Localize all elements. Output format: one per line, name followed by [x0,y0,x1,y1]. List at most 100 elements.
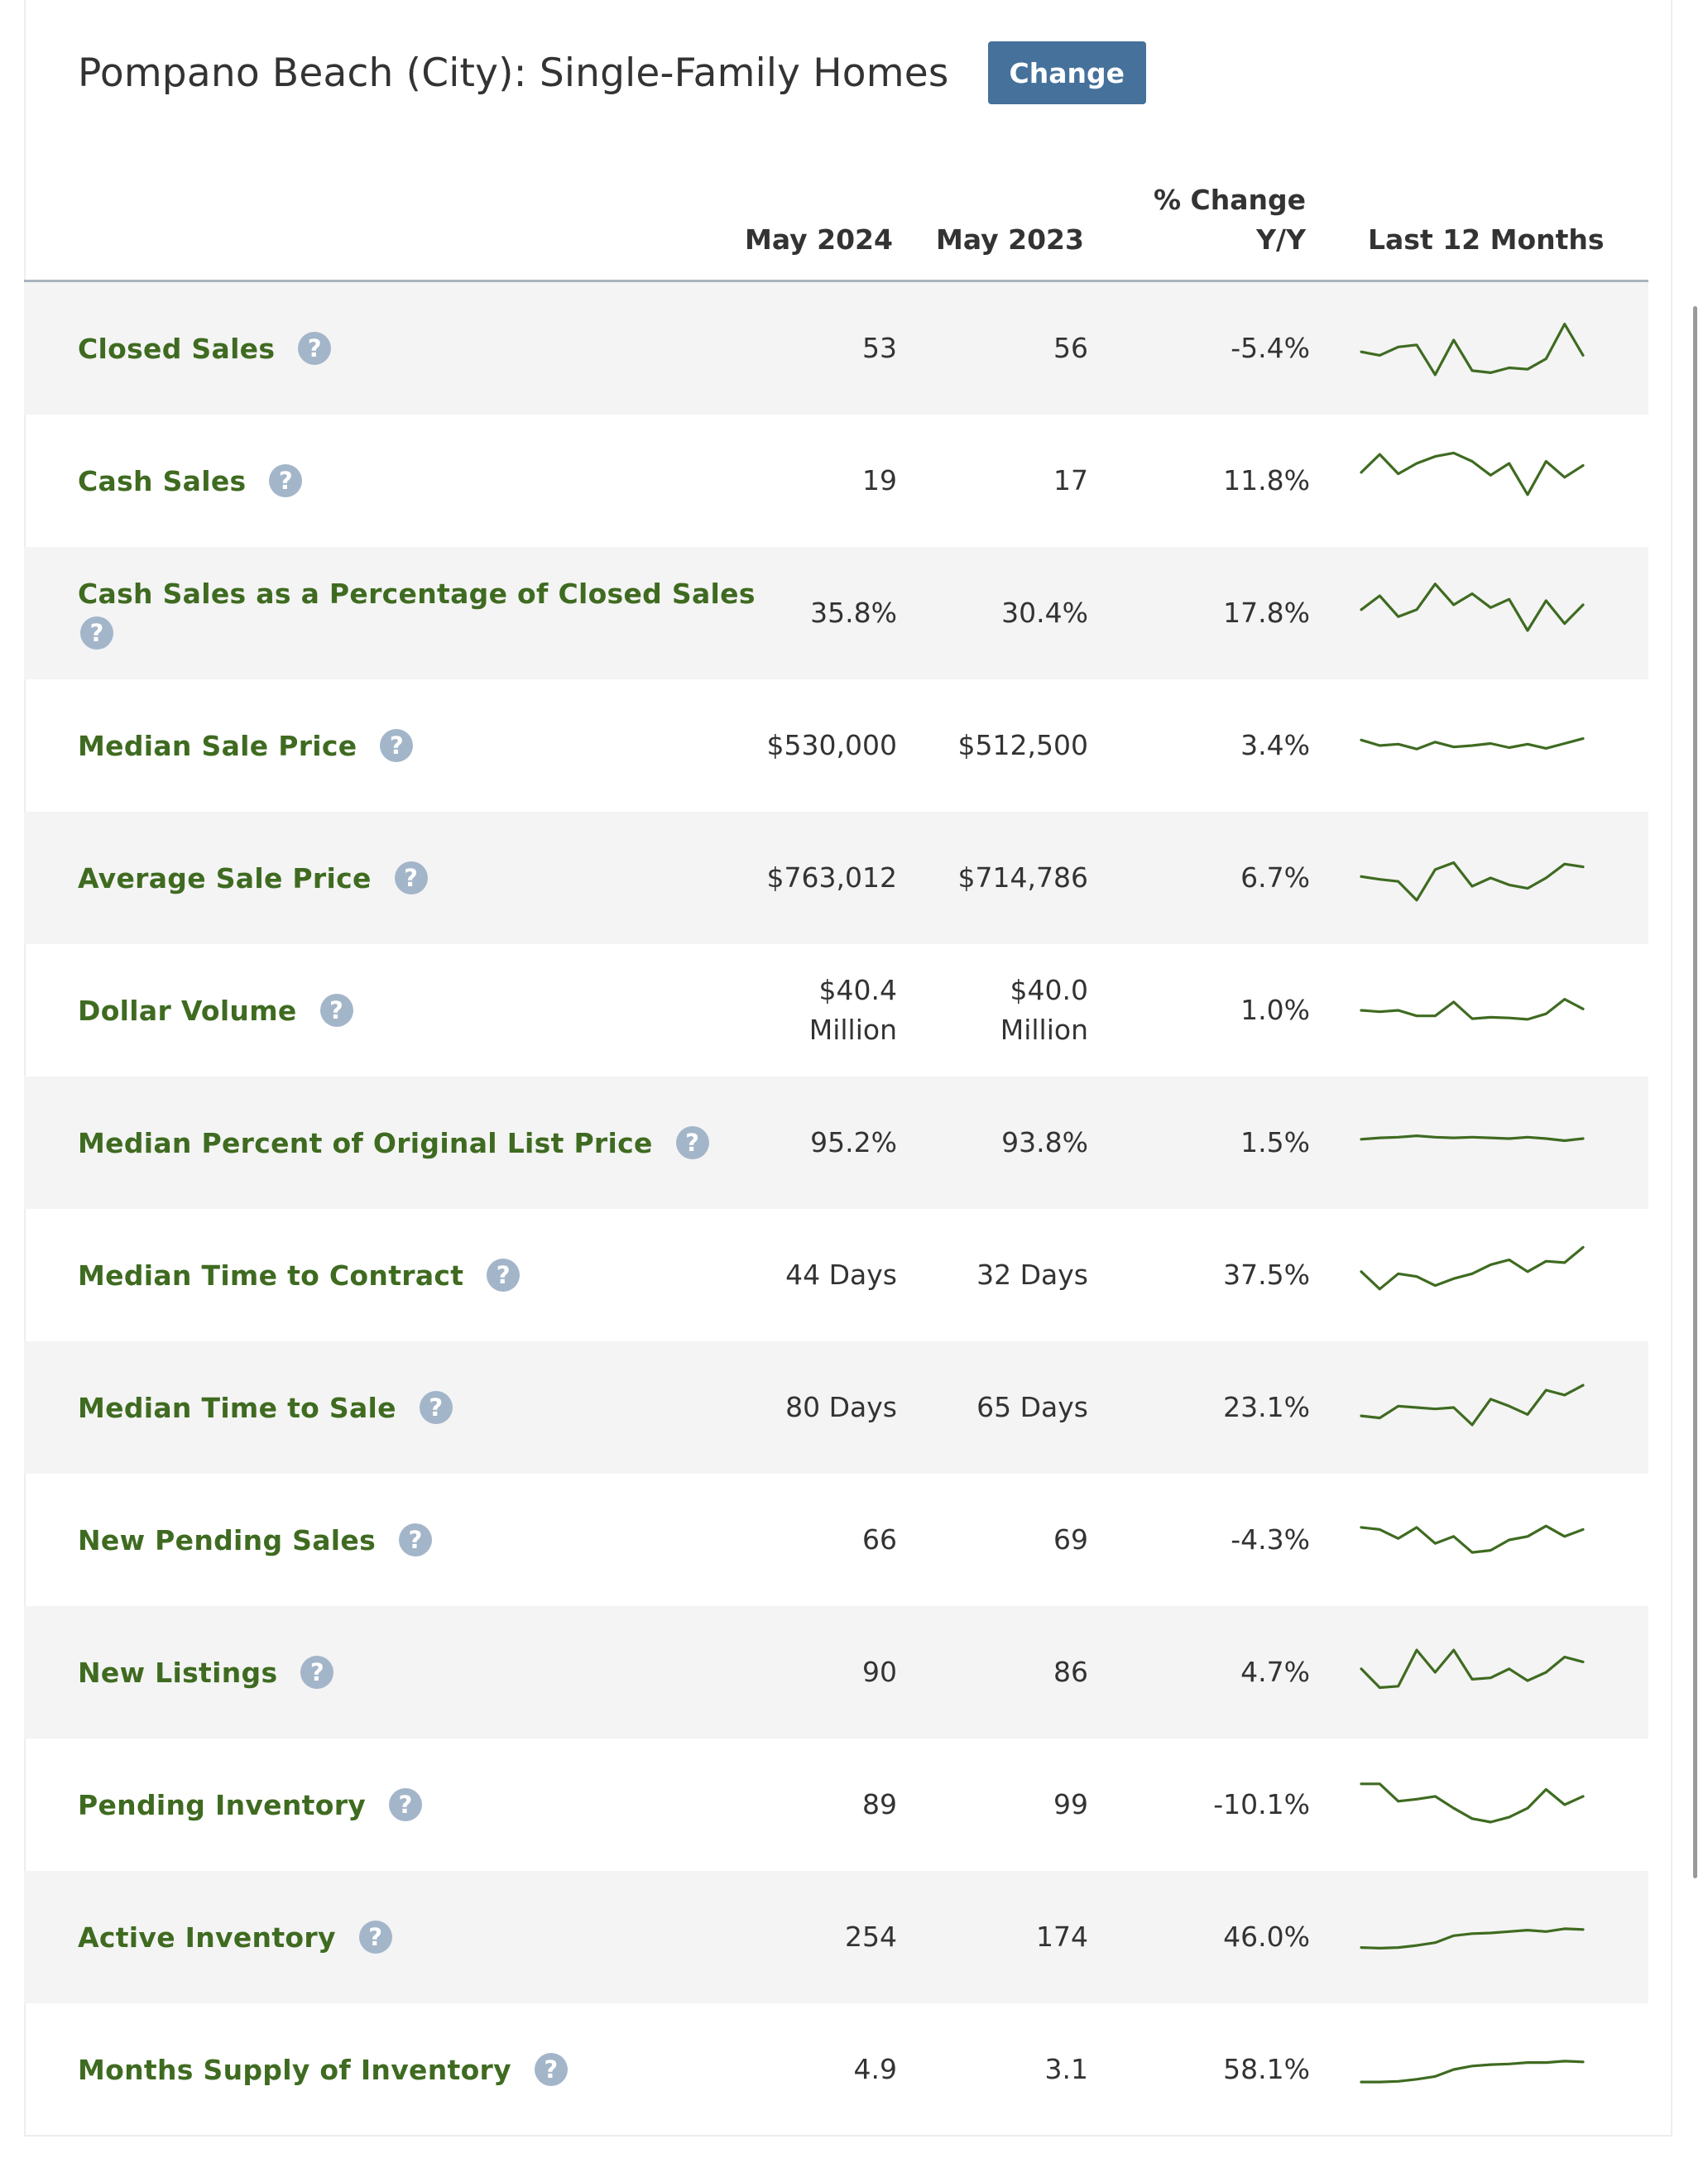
metric-label-text: Cash Sales as a Percentage of Closed Sal… [78,577,756,610]
table-row: Median Time to Sale ? 80 Days 65 Days 23… [24,1341,1648,1474]
vertical-scrollbar[interactable] [1693,306,1697,1878]
table-row: Active Inventory ? 254 174 46.0% [24,1871,1648,2003]
help-icon[interactable]: ? [358,1921,392,1954]
prior-value: $40.0 Million [923,944,1088,1077]
prior-value: 86 [1053,1656,1088,1688]
prior-value: 99 [1053,1788,1088,1820]
current-value-line1: $40.4 [818,974,897,1006]
metric-label-text: Median Time to Sale [78,1391,396,1424]
change-button[interactable]: Change [987,41,1147,104]
prior-value: 174 [1036,1921,1088,1953]
table-row: Median Percent of Original List Price ? … [24,1077,1648,1209]
help-icon[interactable]: ? [300,1656,334,1689]
metric-label-text: Pending Inventory [78,1788,367,1821]
prior-value-text: $40.0 Million [1000,971,1088,1050]
help-icon[interactable]: ? [380,729,414,762]
prior-value: $714,786 [957,861,1088,894]
metric-label: Median Time to Contract ? [78,1209,521,1341]
sparkline [1360,1384,1585,1427]
pct-change-value: 4.7% [1240,1656,1310,1688]
sparkline [1360,1782,1585,1824]
prior-value: 56 [1053,332,1088,364]
help-icon[interactable]: ? [534,2053,568,2086]
sparkline-line [1360,1524,1585,1554]
metric-label-text: Months Supply of Inventory [78,2053,511,2086]
sparkline [1360,451,1585,496]
sparkline [1360,1524,1585,1554]
help-icon[interactable]: ? [487,1259,521,1292]
sparkline [1360,583,1585,632]
current-value: 35.8% [810,597,897,629]
metric-label-text: Median Percent of Original List Price [78,1126,653,1159]
pct-change-value: 23.1% [1223,1391,1310,1423]
prior-value-line2: Million [1000,1014,1088,1046]
help-icon[interactable]: ? [298,332,332,365]
metric-label-text: Active Inventory [78,1921,336,1954]
table-row: Dollar Volume ? $40.4 Million $40.0 Mill… [24,944,1648,1077]
pct-change-header-line1: % Change [1153,184,1306,216]
metric-label: Median Time to Sale ? [78,1341,453,1474]
sparkline-line [1360,1245,1585,1291]
table-row: Months Supply of Inventory ? 4.9 3.1 58.… [24,2003,1648,2136]
table-row: New Pending Sales ? 66 69 -4.3% [24,1474,1648,1606]
help-icon[interactable]: ? [269,464,303,497]
prior-value: 3.1 [1044,2053,1088,2085]
pct-change-value: -5.4% [1231,332,1310,364]
help-icon[interactable]: ? [389,1788,423,1821]
current-value: 95.2% [810,1126,897,1158]
page-title: Pompano Beach (City): Single-Family Home… [78,50,949,96]
metric-label: New Pending Sales ? [78,1474,433,1606]
header-divider [24,280,1648,282]
pct-change-value: 3.4% [1240,729,1310,761]
current-value: 66 [862,1523,897,1556]
prior-value: $512,500 [957,729,1088,761]
current-value-text: $40.4 Million [809,971,897,1050]
help-icon[interactable]: ? [394,861,428,894]
pct-change-value: 46.0% [1223,1921,1310,1953]
prior-value: 69 [1053,1523,1088,1556]
sparkline [1360,736,1585,751]
help-icon[interactable]: ? [419,1391,453,1424]
table-row: Average Sale Price ? $763,012 $714,786 6… [24,812,1648,944]
help-icon[interactable]: ? [675,1126,709,1159]
table-row: Cash Sales as a Percentage of Closed Sal… [24,547,1648,679]
sparkline [1360,1927,1585,1950]
current-value: 90 [862,1656,897,1688]
sparkline-line [1360,997,1585,1021]
pct-change-value: 17.8% [1223,597,1310,629]
column-header-current: May 2024 [745,223,893,256]
table-row: New Listings ? 90 86 4.7% [24,1606,1648,1739]
metric-label: Median Percent of Original List Price ? [78,1077,709,1209]
help-icon[interactable]: ? [319,994,353,1027]
sparkline-line [1360,1384,1585,1427]
table-row: Pending Inventory ? 89 99 -10.1% [24,1739,1648,1871]
sparkline-line [1360,861,1585,902]
prior-value: 93.8% [1001,1126,1088,1158]
current-value: 89 [862,1788,897,1820]
pct-change-value: -10.1% [1213,1788,1310,1820]
metric-label-text: New Pending Sales [78,1523,377,1556]
current-value: 4.9 [853,2053,897,2085]
current-value: 80 Days [785,1391,897,1423]
help-icon[interactable]: ? [80,616,113,650]
metric-label: Cash Sales ? [78,415,303,547]
pct-change-value: 37.5% [1223,1259,1310,1291]
metric-label-text: Average Sale Price [78,861,372,894]
prior-value: 17 [1053,464,1088,496]
current-value: $40.4 Million [732,944,897,1077]
metric-label: Closed Sales ? [78,282,332,415]
metric-label-text: Closed Sales [78,332,276,365]
help-icon[interactable]: ? [399,1523,433,1556]
metric-label: Months Supply of Inventory ? [78,2003,568,2136]
table-row: Cash Sales ? 19 17 11.8% [24,415,1648,547]
prior-value: 32 Days [976,1259,1088,1291]
sparkline-line [1360,1648,1585,1690]
sparkline-line [1360,451,1585,496]
sparkline [1360,1134,1585,1143]
metric-label: Average Sale Price ? [78,812,428,944]
metric-label: Active Inventory ? [78,1871,392,2003]
table-row: Closed Sales ? 53 56 -5.4% [24,282,1648,415]
pct-change-value: 1.0% [1240,994,1310,1026]
metric-label: New Listings ? [78,1606,334,1739]
column-header-prior: May 2023 [936,223,1084,256]
